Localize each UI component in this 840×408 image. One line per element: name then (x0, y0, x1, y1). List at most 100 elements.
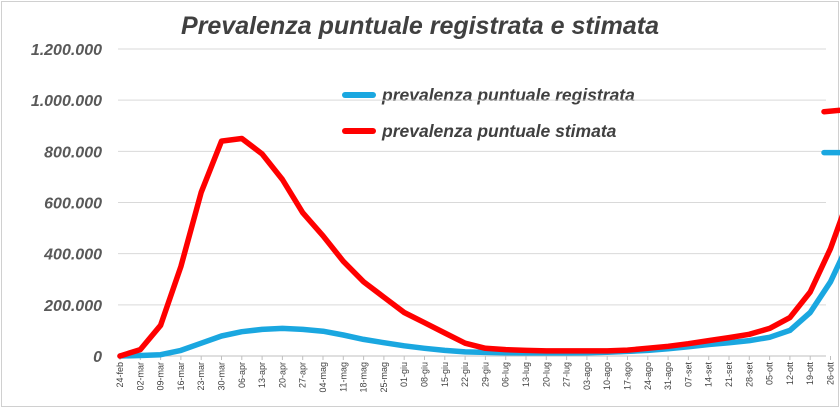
data-point (219, 333, 224, 339)
data-point (422, 346, 427, 351)
legend-label-stimata: prevalenza puntuale stimata (382, 120, 617, 141)
data-point (564, 348, 569, 354)
x-tick-label: 21-set (724, 362, 734, 388)
data-point (726, 340, 732, 345)
data-point (483, 350, 488, 355)
data-point (402, 310, 407, 315)
data-point (584, 348, 590, 354)
x-tick-label: 12-ott (785, 362, 795, 386)
data-point (259, 327, 265, 332)
y-tick-label: 800.000 (44, 144, 102, 161)
data-point (828, 246, 833, 251)
legend-swatch-registrata (342, 92, 376, 98)
data-point (361, 279, 366, 285)
data-point (219, 138, 224, 144)
data-point (259, 151, 265, 157)
y-tick-label: 200.000 (43, 298, 102, 315)
data-point (726, 335, 732, 340)
data-point (767, 335, 772, 340)
legend-label-registrata: prevalenza puntuale registrata (382, 84, 635, 105)
data-point (117, 353, 123, 359)
x-tick-label: 18-mag (359, 362, 369, 393)
data-point (239, 329, 244, 334)
x-tick-label: 25-mag (379, 362, 389, 393)
legend-entry-registrata: prevalenza puntuale registrata (342, 84, 635, 106)
x-tick-label: 07-set (683, 362, 693, 388)
x-tick-label: 30-mar (217, 362, 227, 391)
y-tick-label: 0 (93, 349, 102, 366)
data-point (341, 332, 346, 338)
data-point (320, 328, 326, 334)
data-point (442, 330, 447, 336)
data-point (442, 348, 447, 353)
data-point (178, 264, 184, 269)
x-tick-label: 27-apr (298, 362, 308, 388)
data-point (808, 310, 813, 315)
data-point (138, 353, 143, 358)
x-tick-label: 16-mar (176, 362, 186, 391)
legend-entry-stimata: prevalenza puntuale stimata (342, 120, 616, 142)
data-point (402, 343, 407, 348)
data-point (239, 136, 244, 141)
data-point (381, 340, 387, 345)
data-point (138, 347, 143, 352)
data-point (381, 294, 387, 300)
y-tick-label: 1.000.000 (31, 93, 102, 110)
data-point (747, 338, 752, 343)
x-tick-label: 20-lug (541, 362, 551, 387)
y-tick-label: 600.000 (44, 196, 102, 213)
data-point (158, 352, 163, 357)
data-point (462, 341, 468, 346)
data-point (341, 259, 346, 264)
x-tick-label: 24-ago (643, 362, 653, 390)
x-tick-label: 24-feb (115, 362, 125, 388)
x-tick-label: 06-lug (501, 362, 511, 387)
data-point (503, 347, 508, 352)
data-point (158, 323, 163, 328)
x-tick-label: 31-ago (663, 362, 673, 390)
data-point (706, 338, 711, 343)
data-point (625, 347, 630, 353)
x-tick-label: 29-giu (480, 362, 490, 387)
data-point (422, 320, 427, 325)
x-tick-label: 08-giu (420, 362, 430, 387)
x-tick-label: 03-ago (582, 362, 592, 390)
x-tick-label: 11-mag (338, 362, 348, 392)
x-tick-label: 05-ott (765, 362, 775, 386)
data-point (747, 332, 752, 337)
x-tick-label: 04-mag (318, 362, 328, 393)
x-tick-label: 13-apr (257, 362, 267, 388)
data-point (787, 328, 793, 333)
x-tick-label: 09-mar (156, 362, 166, 391)
data-point (462, 349, 468, 355)
data-point (605, 348, 610, 354)
x-tick-label: 14-set (704, 362, 714, 388)
data-point (199, 190, 204, 195)
x-tick-label: 02-mar (135, 362, 145, 391)
data-point (280, 326, 285, 331)
x-tick-label: 01-giu (399, 362, 409, 387)
data-point (199, 341, 204, 346)
data-point (544, 348, 549, 354)
data-point (320, 233, 326, 238)
x-tick-label: 23-mar (196, 362, 206, 391)
x-tick-label: 22-giu (460, 362, 470, 387)
legend-swatch-stimata (342, 128, 376, 134)
data-point (686, 341, 691, 346)
data-point (787, 315, 793, 320)
x-tick-label: 10-ago (602, 362, 612, 390)
series-line-registrata (117, 149, 840, 359)
data-point (645, 346, 650, 351)
x-tick-label: 17-ago (623, 362, 633, 390)
data-point (300, 210, 305, 215)
data-point (300, 327, 305, 332)
chart-title: Prevalenza puntuale registrata e stimata (181, 12, 659, 40)
data-point (665, 344, 671, 349)
x-tick-label: 06-apr (237, 362, 247, 388)
series-line-stimata (117, 107, 840, 359)
data-point (361, 337, 366, 342)
data-point (808, 289, 813, 295)
y-tick-label: 1.200.000 (31, 42, 102, 59)
x-tick-label: 26-ott (826, 362, 836, 386)
